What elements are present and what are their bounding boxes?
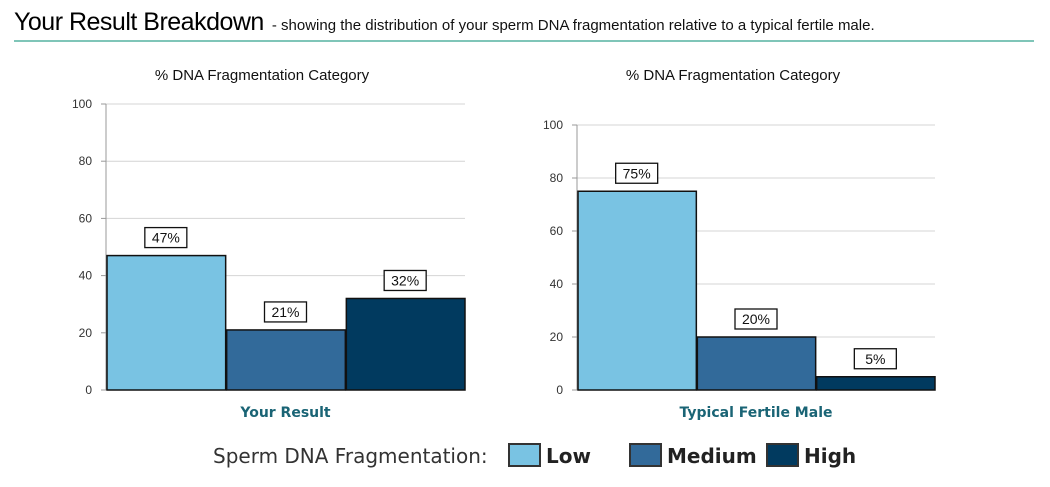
chart-title: % DNA Fragmentation Category [155,67,370,84]
page-title: Your Result Breakdown [14,8,264,36]
legend-label-high: High [804,444,856,468]
y-tick-label: 80 [550,171,564,185]
y-tick-label: 80 [79,154,93,168]
bar-medium [225,329,347,391]
data-label-box [853,348,897,370]
y-tick-label: 0 [556,383,563,397]
category-label: Typical Fertile Male [680,405,833,421]
header-divider [14,40,1034,42]
bar-high [815,376,936,391]
bar-low [577,190,698,391]
y-tick-label: 60 [79,211,93,225]
data-label: 32% [391,272,419,288]
data-label: 75% [623,165,651,181]
y-tick-label: 40 [550,277,564,291]
data-label-box [615,162,659,184]
bar-low [106,254,227,391]
legend-swatch-low [508,443,541,467]
bar-medium [696,336,817,391]
y-tick-label: 0 [85,383,92,397]
data-label-box [734,308,778,330]
data-label: 47% [152,230,180,246]
y-tick-label: 60 [550,224,564,238]
data-label: 20% [742,311,770,327]
y-tick-label: 40 [79,269,93,283]
category-label: Your Result [239,405,331,421]
y-tick-label: 20 [79,326,93,340]
page-subtitle: - showing the distribution of your sperm… [271,17,875,34]
header: Your Result Breakdown - showing the distr… [14,8,875,37]
legend-swatch-medium [629,443,662,467]
legend-title: Sperm DNA Fragmentation: [213,444,488,468]
y-tick-label: 100 [543,118,563,132]
data-label: 21% [271,304,299,320]
data-label-box [263,301,308,323]
data-label-box [383,269,427,292]
data-label-box [144,226,188,249]
legend-label-medium: Medium [667,444,757,468]
data-label: 5% [865,351,885,367]
legend-swatch-high [766,443,799,467]
chart-title: % DNA Fragmentation Category [626,67,841,84]
y-tick-label: 100 [72,97,92,111]
y-tick-label: 20 [550,330,564,344]
legend-label-low: Low [546,444,591,468]
bar-high [345,297,466,391]
